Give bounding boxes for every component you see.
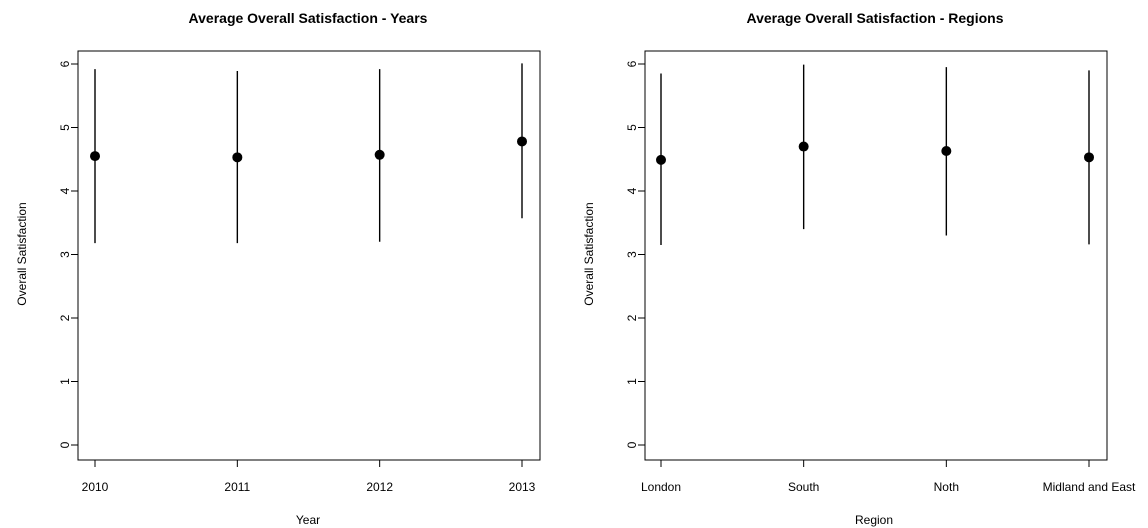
y-tick-label: 1 (625, 378, 639, 385)
data-point (656, 154, 666, 165)
y-tick-label: 6 (58, 60, 72, 67)
data-point (798, 141, 809, 152)
y-tick-label: 5 (58, 124, 72, 131)
data-point (90, 151, 100, 162)
y-tick-label: 1 (58, 378, 72, 385)
y-tick-label: 2 (58, 314, 72, 321)
y-axis-label: Overall Satisfaction (15, 202, 29, 305)
y-tick-label: 0 (625, 441, 639, 448)
x-tick-label: 2013 (509, 480, 536, 494)
y-axis-label: Overall Satisfaction (582, 202, 596, 305)
chart-title: Average Overall Satisfaction - Regions (746, 10, 1003, 26)
x-tick-label: Noth (934, 480, 959, 494)
x-tick-label: 2010 (82, 480, 109, 494)
chart-panel-1: Average Overall Satisfaction - Years 0 1 2 3… (15, 10, 541, 527)
chart-panel-2: Average Overall Satisfaction - Regions 0 1… (582, 10, 1136, 527)
y-tick-label: 4 (58, 187, 72, 194)
x-axis-label: Year (296, 513, 320, 527)
y-tick-label: 3 (58, 251, 72, 258)
y-tick-label: 3 (625, 251, 639, 258)
y-tick-label: 0 (58, 441, 72, 448)
y-tick-label: 5 (625, 124, 639, 131)
plot-frame (644, 50, 1108, 461)
x-tick-label: London (641, 480, 681, 494)
data-point (374, 149, 385, 160)
y-tick-label: 2 (625, 314, 639, 321)
x-tick-label: 2012 (366, 480, 393, 494)
x-tick-label: 2011 (224, 480, 250, 494)
data-point (517, 136, 527, 147)
chart-title: Average Overall Satisfaction - Years (189, 10, 428, 26)
y-tick-label: 6 (625, 60, 639, 67)
x-tick-label: Midland and East (1043, 480, 1136, 494)
plot-frame (77, 50, 541, 461)
x-tick-label: South (788, 480, 819, 494)
data-point (941, 145, 952, 156)
data-point (232, 152, 243, 163)
data-point (1084, 152, 1094, 163)
y-tick-label: 4 (625, 187, 639, 194)
x-axis-label: Region (855, 513, 893, 527)
